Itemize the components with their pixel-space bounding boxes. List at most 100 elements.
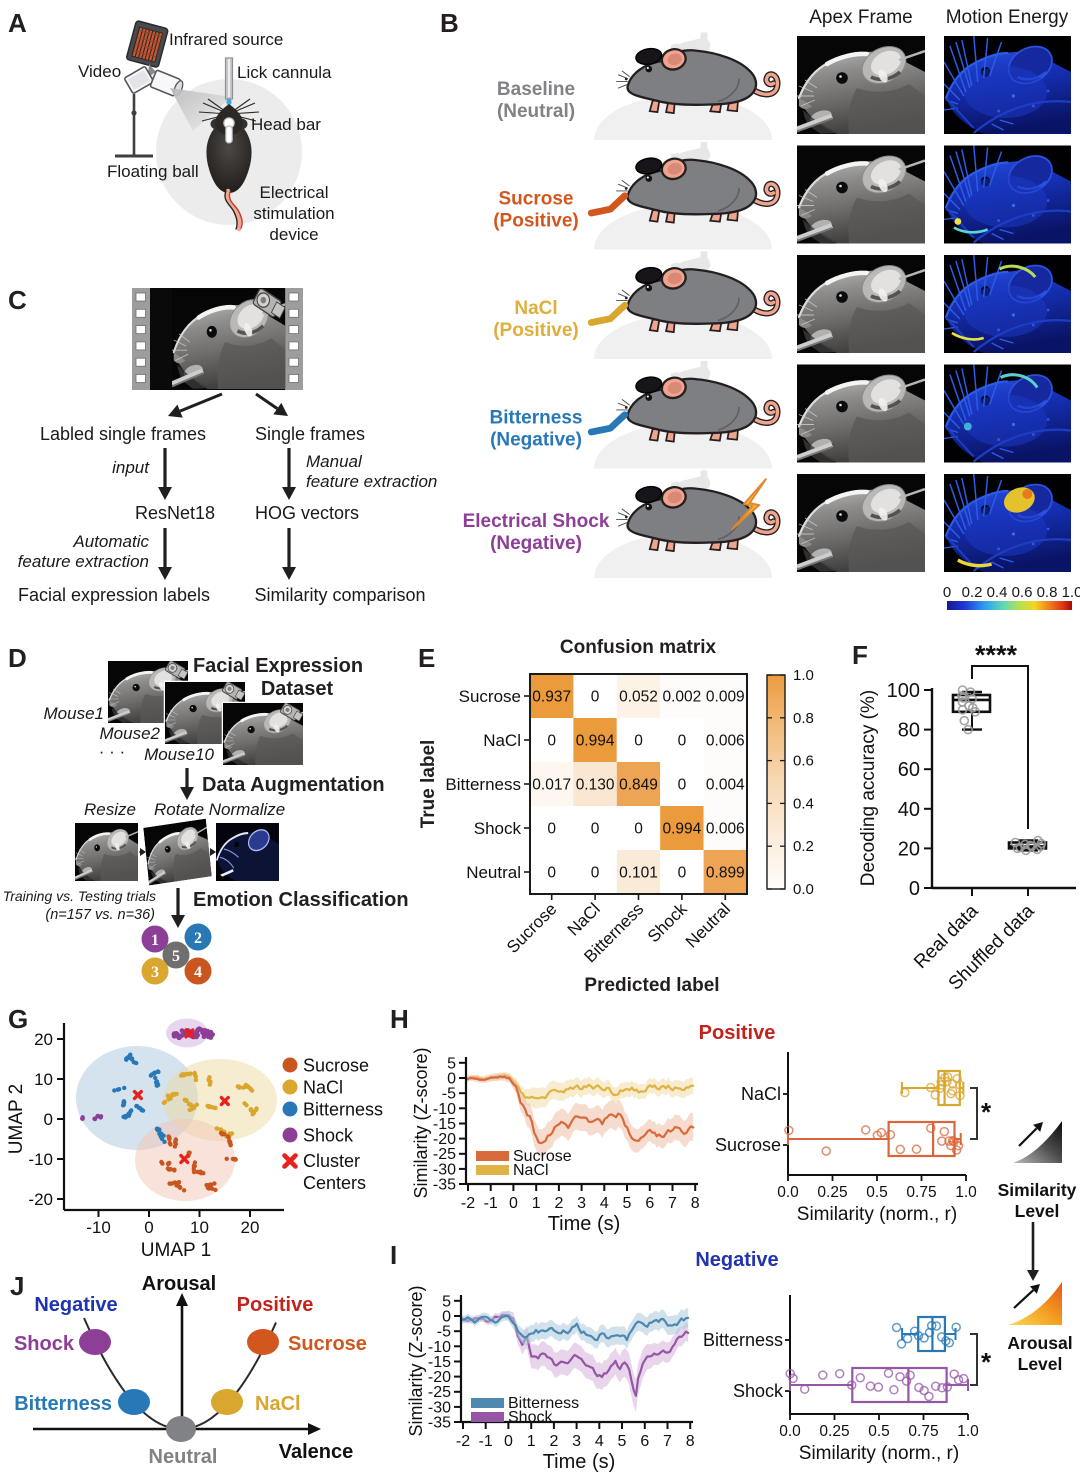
svg-text:0: 0	[591, 689, 600, 706]
svg-text:3: 3	[577, 1195, 586, 1212]
svg-text:Electrical: Electrical	[260, 183, 329, 202]
svg-text:1: 1	[532, 1195, 541, 1212]
svg-text:(Neutral): (Neutral)	[497, 101, 575, 122]
svg-text:Resize: Resize	[84, 800, 136, 819]
svg-text:(n=157 vs. n=36): (n=157 vs. n=36)	[45, 907, 155, 923]
svg-text:(Negative): (Negative)	[490, 533, 582, 554]
svg-text:2: 2	[194, 930, 202, 947]
svg-text:0.8: 0.8	[1037, 584, 1058, 601]
svg-text:-20: -20	[433, 1131, 456, 1148]
svg-text:Sucrose: Sucrose	[513, 1148, 572, 1165]
svg-text:0: 0	[591, 865, 600, 882]
svg-text:UMAP 2: UMAP 2	[6, 1084, 27, 1154]
svg-text:5: 5	[618, 1433, 627, 1450]
svg-text:Positive: Positive	[237, 1294, 314, 1316]
svg-text:Similarity (norm., r): Similarity (norm., r)	[799, 1443, 959, 1464]
svg-text:0: 0	[442, 1309, 451, 1326]
svg-text:Sucrose: Sucrose	[715, 1135, 781, 1155]
svg-text:0.052: 0.052	[619, 689, 658, 706]
svg-text:Sucrose: Sucrose	[303, 1056, 369, 1076]
svg-text:0.4: 0.4	[987, 584, 1008, 601]
svg-text:0: 0	[504, 1433, 513, 1450]
svg-text:Facial Expression: Facial Expression	[193, 655, 363, 677]
svg-text:Bitterness: Bitterness	[14, 1393, 112, 1415]
svg-text:feature extraction: feature extraction	[306, 472, 437, 491]
svg-text:Infrared source: Infrared source	[169, 30, 283, 49]
svg-text:6: 6	[640, 1433, 649, 1450]
svg-text:0.849: 0.849	[619, 777, 658, 794]
svg-text:4: 4	[194, 964, 202, 981]
svg-text:-25: -25	[428, 1384, 451, 1401]
svg-text:input: input	[112, 458, 150, 477]
svg-text:Sucrose: Sucrose	[499, 189, 574, 210]
svg-text:Shock: Shock	[508, 1409, 553, 1426]
svg-text:Time (s): Time (s)	[548, 1213, 621, 1235]
svg-text:-15: -15	[428, 1354, 451, 1371]
svg-text:Level: Level	[1018, 1354, 1063, 1374]
svg-text:Dataset: Dataset	[261, 678, 334, 700]
svg-text:-10: -10	[86, 1218, 111, 1237]
svg-text:0: 0	[547, 733, 556, 750]
svg-text:0.2: 0.2	[793, 838, 814, 855]
svg-text:Motion Energy: Motion Energy	[946, 7, 1069, 28]
svg-text:0: 0	[909, 878, 920, 900]
svg-text:Neutral: Neutral	[466, 863, 521, 882]
svg-text:8: 8	[686, 1433, 695, 1450]
svg-text:D: D	[8, 643, 27, 673]
svg-text:1: 1	[527, 1433, 536, 1450]
svg-text:UMAP 1: UMAP 1	[141, 1240, 211, 1261]
svg-text:Data Augmentation: Data Augmentation	[202, 774, 385, 796]
svg-text:100: 100	[887, 680, 920, 702]
svg-text:0.130: 0.130	[576, 777, 615, 794]
svg-text:0.004: 0.004	[706, 777, 745, 794]
svg-text:Shock: Shock	[733, 1381, 784, 1401]
svg-text:Level: Level	[1015, 1201, 1060, 1221]
svg-text:Confusion matrix: Confusion matrix	[560, 637, 717, 658]
svg-text:0.899: 0.899	[706, 865, 745, 882]
svg-text:0.009: 0.009	[706, 689, 745, 706]
svg-text:-35: -35	[428, 1415, 451, 1432]
svg-text:0: 0	[591, 821, 600, 838]
svg-text:0.75: 0.75	[908, 1423, 938, 1440]
svg-text:HOG vectors: HOG vectors	[255, 503, 359, 523]
svg-text:-5: -5	[442, 1086, 456, 1103]
svg-text:60: 60	[898, 759, 920, 781]
svg-text:0.994: 0.994	[663, 821, 702, 838]
svg-text:0.5: 0.5	[868, 1423, 890, 1440]
svg-text:-2: -2	[456, 1433, 470, 1450]
svg-text:0.017: 0.017	[532, 777, 571, 794]
svg-text:0: 0	[634, 821, 643, 838]
svg-text:stimulation: stimulation	[253, 204, 334, 223]
svg-text:1.0: 1.0	[793, 667, 814, 684]
svg-text:Bitterness: Bitterness	[303, 1100, 383, 1120]
svg-text:0: 0	[509, 1195, 518, 1212]
svg-text:(Positive): (Positive)	[493, 320, 579, 341]
svg-text:NaCl: NaCl	[564, 899, 604, 939]
svg-text:0: 0	[144, 1218, 153, 1237]
svg-text:0.5: 0.5	[866, 1184, 888, 1201]
svg-text:Manual: Manual	[306, 452, 363, 471]
svg-text:Valence: Valence	[279, 1441, 354, 1463]
svg-text:Predicted label: Predicted label	[584, 975, 719, 996]
svg-text:Sucrose: Sucrose	[503, 899, 561, 957]
svg-text:1.0: 1.0	[1062, 584, 1080, 601]
svg-text:0.0: 0.0	[793, 881, 814, 898]
svg-text:Bitterness: Bitterness	[490, 408, 583, 429]
svg-text:C: C	[8, 285, 27, 315]
svg-text:Neutral: Neutral	[682, 899, 734, 951]
svg-text:Arousal: Arousal	[142, 1273, 216, 1295]
svg-text:-1: -1	[484, 1195, 498, 1212]
svg-text:Positive: Positive	[699, 1022, 776, 1044]
svg-text:NaCl: NaCl	[255, 1393, 301, 1415]
svg-text:I: I	[390, 1240, 397, 1270]
svg-text:20: 20	[241, 1218, 260, 1237]
svg-text:True label: True label	[418, 740, 439, 829]
svg-text:J: J	[10, 1271, 24, 1301]
svg-text:NaCl: NaCl	[303, 1078, 343, 1098]
svg-text:-1: -1	[479, 1433, 493, 1450]
svg-text:0: 0	[44, 1110, 53, 1129]
svg-text:Arousal: Arousal	[1007, 1333, 1072, 1353]
svg-text:0.006: 0.006	[706, 733, 745, 750]
svg-text:0.006: 0.006	[706, 821, 745, 838]
svg-text:2: 2	[549, 1433, 558, 1450]
